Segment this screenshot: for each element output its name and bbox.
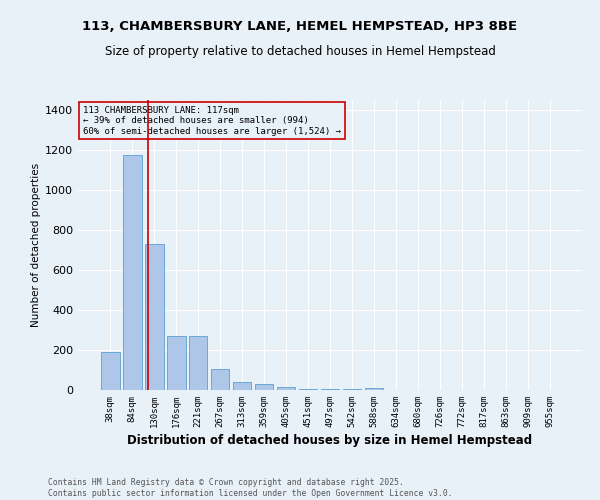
Bar [167,336,185,390]
Text: 113, CHAMBERSBURY LANE, HEMEL HEMPSTEAD, HP3 8BE: 113, CHAMBERSBURY LANE, HEMEL HEMPSTEAD,… [82,20,518,33]
Text: Contains HM Land Registry data © Crown copyright and database right 2025.
Contai: Contains HM Land Registry data © Crown c… [48,478,452,498]
Text: 113 CHAMBERSBURY LANE: 117sqm
← 39% of detached houses are smaller (994)
60% of : 113 CHAMBERSBURY LANE: 117sqm ← 39% of d… [83,106,341,136]
Bar [123,155,142,390]
X-axis label: Distribution of detached houses by size in Hemel Hempstead: Distribution of detached houses by size … [127,434,533,447]
Bar [320,389,340,390]
Bar [255,384,274,390]
Bar [101,352,119,390]
Bar [343,389,361,390]
Bar [189,336,208,390]
Bar [365,388,383,390]
Text: Size of property relative to detached houses in Hemel Hempstead: Size of property relative to detached ho… [104,45,496,58]
Bar [211,369,229,390]
Bar [233,382,251,390]
Bar [277,387,295,390]
Bar [145,244,164,390]
Y-axis label: Number of detached properties: Number of detached properties [31,163,41,327]
Bar [299,389,317,390]
